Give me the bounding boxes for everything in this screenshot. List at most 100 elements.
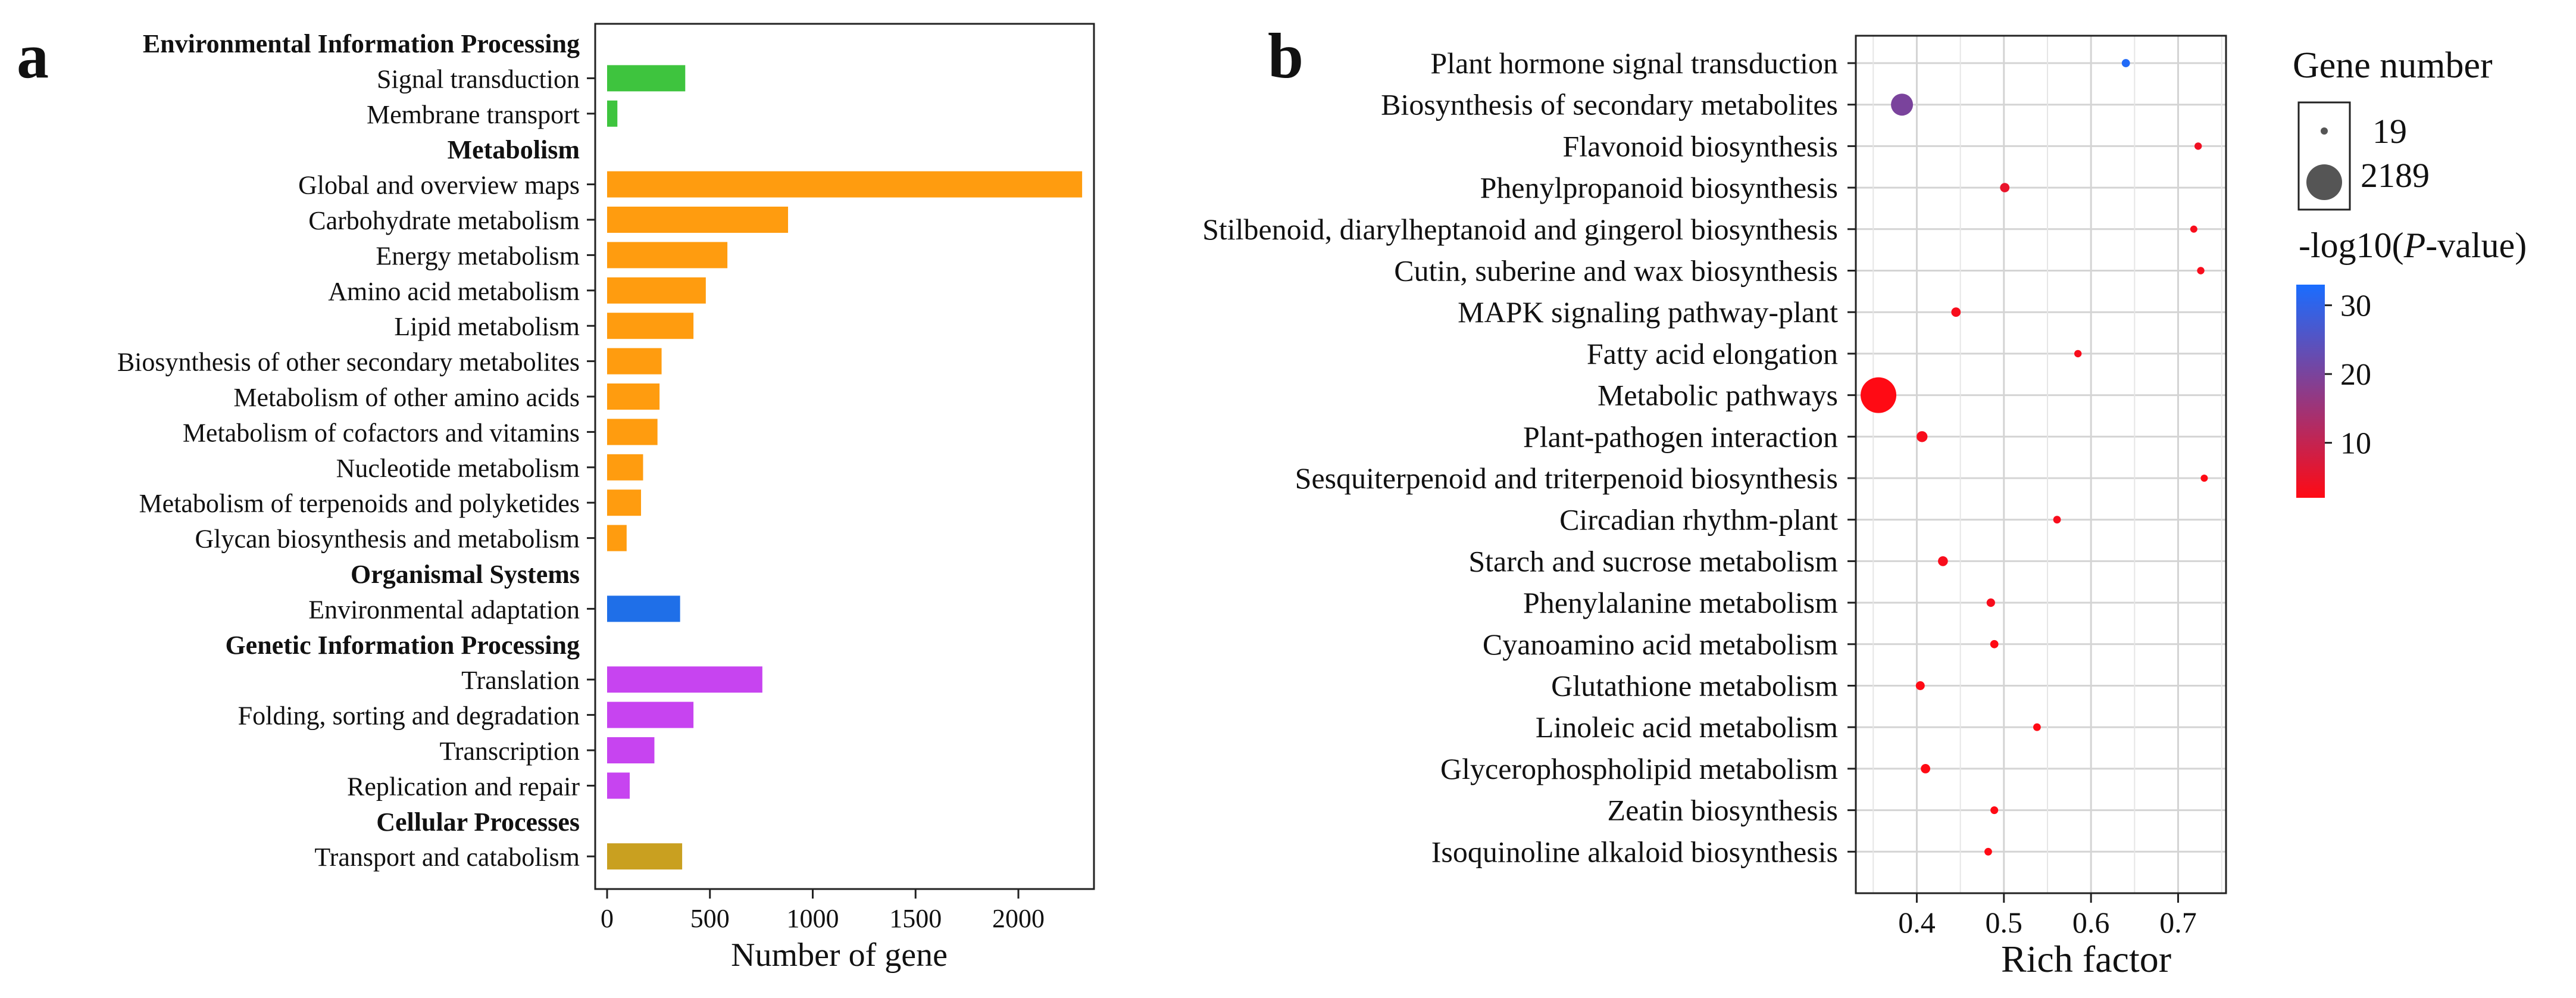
point-linoleic-acid-metabolism: [2033, 723, 2041, 731]
color-legend-title: -log10(P-value): [2299, 226, 2527, 265]
bar-environmental-adaptation: [607, 595, 680, 622]
point-plant-pathogen-interaction: [1917, 431, 1928, 442]
point-circadian-rhythm-plant: [2053, 516, 2061, 524]
bar-label-nucleotide-metabolism: Nucleotide metabolism: [336, 454, 580, 483]
bar-label-signal-transduction: Signal transduction: [377, 64, 580, 93]
bar-label-translation: Translation: [461, 666, 580, 695]
bar-amino-acid-metabolism: [607, 277, 706, 304]
bar-label-glycan-biosynthesis-and-metabolism: Glycan biosynthesis and metabolism: [195, 525, 580, 554]
panel-b-letter: b: [1268, 21, 1303, 92]
panel-a-x-axis-label: Number of gene: [731, 937, 948, 974]
bar-label-transport-and-catabolism: Transport and catabolism: [314, 843, 580, 872]
x-tick-label-0.7: 0.7: [2159, 906, 2197, 939]
size-legend-small-dot: [2321, 127, 2328, 135]
x-tick-label-1000: 1000: [787, 904, 839, 933]
pathway-label-zeatin-biosynthesis: Zeatin biosynthesis: [1608, 794, 1838, 827]
pathway-label-metabolic-pathways: Metabolic pathways: [1598, 379, 1838, 412]
panel-b-bubble-chart: b Plant hormone signal transduction Biosy…: [1202, 21, 2527, 980]
x-tick-label-1500: 1500: [889, 904, 942, 933]
panel-a-bar-chart: a Environmental Information Processing Si…: [17, 21, 1095, 974]
bar-signal-transduction: [607, 65, 686, 92]
legend: Gene number 19 2189 -log10(P-value) 10 20…: [2293, 45, 2527, 498]
size-legend-title: Gene number: [2293, 45, 2493, 86]
bar-label-folding-sorting-and-degradation: Folding, sorting and degradation: [238, 701, 580, 731]
bar-label-biosynthesis-of-other-secondary-metabolites: Biosynthesis of other secondary metaboli…: [117, 348, 580, 377]
point-plant-hormone-signal-transduction: [2121, 59, 2130, 67]
bar-transcription: [607, 737, 655, 763]
pathway-label-biosynthesis-of-secondary-metabolites: Biosynthesis of secondary metabolites: [1381, 88, 1838, 121]
point-biosynthesis-of-secondary-metabolites: [1891, 93, 1914, 116]
point-glycerophospholipid-metabolism: [1921, 764, 1930, 774]
point-stilbenoid-diarylheptanoid-and-gingerol-biosynthesis: [2190, 225, 2197, 233]
bar-metabolism-of-cofactors-and-vitamins: [607, 419, 658, 445]
point-fatty-acid-elongation: [2074, 350, 2082, 358]
pathway-label-stilbenoid-diarylheptanoid-and-gingerol-biosynthesis: Stilbenoid, diarylheptanoid and gingerol…: [1202, 213, 1838, 246]
point-zeatin-biosynthesis: [1990, 806, 1999, 815]
color-legend-title-suffix: -value): [2425, 226, 2527, 265]
x-tick-label-0.5: 0.5: [1986, 906, 2023, 939]
category-header-metabolism: Metabolism: [448, 135, 580, 164]
point-cutin-suberine-and-wax-biosynthesis: [2197, 267, 2205, 275]
color-legend-bar: [2296, 285, 2325, 498]
category-header-environmental-information-processing: Environmental Information Processing: [143, 29, 580, 58]
bar-replication-and-repair: [607, 772, 630, 799]
color-legend-tick-label-10: 10: [2340, 427, 2371, 461]
point-phenylalanine-metabolism: [1986, 598, 1995, 607]
color-legend-title-italic: P: [2403, 226, 2426, 265]
x-tick-label-500: 500: [690, 904, 730, 933]
pathway-label-glutathione-metabolism: Glutathione metabolism: [1551, 669, 1838, 703]
bar-glycan-biosynthesis-and-metabolism: [607, 525, 627, 551]
color-legend-tick-label-30: 30: [2340, 289, 2371, 323]
pathway-label-fatty-acid-elongation: Fatty acid elongation: [1587, 337, 1838, 370]
x-tick-label-0: 0: [601, 904, 614, 933]
pathway-label-glycerophospholipid-metabolism: Glycerophospholipid metabolism: [1440, 752, 1838, 785]
bar-label-replication-and-repair: Replication and repair: [347, 772, 580, 801]
pathway-label-cyanoamino-acid-metabolism: Cyanoamino acid metabolism: [1483, 628, 1838, 661]
bar-membrane-transport: [607, 100, 618, 127]
x-tick-label-0.4: 0.4: [1898, 906, 1936, 939]
category-header-genetic-information-processing: Genetic Information Processing: [225, 631, 580, 660]
pathway-label-isoquinoline-alkaloid-biosynthesis: Isoquinoline alkaloid biosynthesis: [1431, 835, 1838, 868]
size-legend-box: [2297, 101, 2351, 211]
point-starch-and-sucrose-metabolism: [1938, 556, 1948, 566]
bar-label-transcription: Transcription: [440, 737, 580, 766]
bar-label-metabolism-of-cofactors-and-vitamins: Metabolism of cofactors and vitamins: [183, 418, 580, 447]
pathway-label-starch-and-sucrose-metabolism: Starch and sucrose metabolism: [1468, 544, 1838, 578]
bar-folding-sorting-and-degradation: [607, 701, 694, 728]
bar-label-lipid-metabolism: Lipid metabolism: [394, 312, 580, 341]
panel-a-plot-frame: [594, 23, 1095, 890]
category-header-cellular-processes: Cellular Processes: [376, 807, 580, 837]
bar-label-membrane-transport: Membrane transport: [367, 100, 580, 129]
bar-label-amino-acid-metabolism: Amino acid metabolism: [328, 277, 580, 306]
pathway-label-plant-hormone-signal-transduction: Plant hormone signal transduction: [1430, 46, 1838, 80]
category-header-organismal-systems: Organismal Systems: [351, 560, 580, 589]
pathway-label-mapk-signaling-pathway-plant: MAPK signaling pathway-plant: [1458, 295, 1838, 329]
bar-global-and-overview-maps: [607, 171, 1083, 198]
point-mapk-signaling-pathway-plant: [1951, 307, 1961, 317]
bar-metabolism-of-terpenoids-and-polyketides: [607, 489, 642, 516]
bar-label-energy-metabolism: Energy metabolism: [376, 241, 580, 270]
pathway-label-phenylalanine-metabolism: Phenylalanine metabolism: [1523, 586, 1838, 619]
color-legend-title-prefix: -log10(: [2299, 226, 2404, 265]
bar-label-metabolism-of-terpenoids-and-polyketides: Metabolism of terpenoids and polyketides: [139, 489, 580, 518]
pathway-label-phenylpropanoid-biosynthesis: Phenylpropanoid biosynthesis: [1480, 171, 1838, 204]
bar-label-metabolism-of-other-amino-acids: Metabolism of other amino acids: [233, 383, 580, 412]
point-glutathione-metabolism: [1915, 681, 1925, 690]
bar-label-environmental-adaptation: Environmental adaptation: [308, 595, 580, 624]
x-tick-label-2000: 2000: [992, 904, 1045, 933]
bar-energy-metabolism: [607, 242, 728, 269]
pathway-label-flavonoid-biosynthesis: Flavonoid biosynthesis: [1562, 129, 1838, 163]
size-legend-max-label: 2189: [2361, 156, 2430, 195]
point-phenylpropanoid-biosynthesis: [2000, 183, 2010, 192]
pathway-label-circadian-rhythm-plant: Circadian rhythm-plant: [1559, 503, 1838, 537]
point-isoquinoline-alkaloid-biosynthesis: [1984, 847, 1992, 856]
color-legend-tick-label-20: 20: [2340, 358, 2371, 392]
bar-metabolism-of-other-amino-acids: [607, 383, 660, 410]
panel-b-plot-frame: [1855, 35, 2227, 894]
bar-lipid-metabolism: [607, 313, 694, 339]
bar-carbohydrate-metabolism: [607, 207, 789, 233]
bar-nucleotide-metabolism: [607, 454, 643, 481]
pathway-label-sesquiterpenoid-and-triterpenoid-biosynthesis: Sesquiterpenoid and triterpenoid biosynt…: [1295, 461, 1838, 495]
point-cyanoamino-acid-metabolism: [1990, 640, 1999, 648]
bar-label-carbohydrate-metabolism: Carbohydrate metabolism: [308, 206, 580, 235]
